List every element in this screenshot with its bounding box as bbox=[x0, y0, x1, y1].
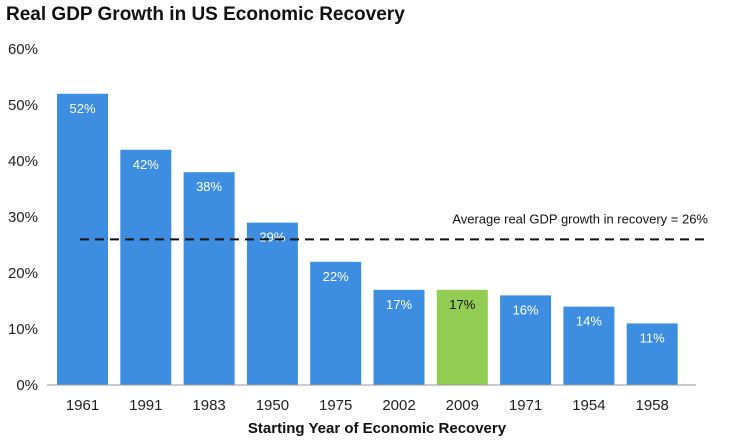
y-tick-label: 50% bbox=[8, 97, 38, 114]
x-axis-title: Starting Year of Economic Recovery bbox=[248, 420, 507, 437]
x-axis: 1961 1991 1983 1950 1975 2002 2009 1971 1954 1958 bbox=[47, 384, 696, 414]
y-tick-label: 60% bbox=[8, 41, 38, 58]
bar-data-label: 17% bbox=[386, 297, 412, 312]
bar-data-label: 22% bbox=[323, 269, 349, 284]
bar bbox=[626, 323, 678, 385]
bar bbox=[183, 172, 235, 385]
x-tick-label: 1950 bbox=[256, 397, 289, 414]
bar-data-label: 14% bbox=[576, 314, 602, 329]
x-tick-label: 2002 bbox=[382, 397, 415, 414]
y-axis: 0% 10% 20% 30% 40% 50% 60% bbox=[8, 41, 38, 394]
x-tick-label: 1954 bbox=[572, 397, 605, 414]
bar-data-label: 52% bbox=[69, 101, 95, 116]
bar bbox=[310, 261, 362, 385]
bar-data-label: 11% bbox=[640, 330, 665, 345]
y-tick-label: 40% bbox=[8, 153, 38, 170]
bar bbox=[563, 306, 615, 385]
y-tick-label: 20% bbox=[8, 265, 38, 282]
bars: 52% 42% 38% 29% 22% 17% 17% 16% 14% 11% bbox=[57, 93, 678, 386]
bar bbox=[500, 295, 552, 385]
y-tick-label: 0% bbox=[16, 377, 38, 394]
x-tick-label: 1971 bbox=[509, 397, 542, 414]
x-tick-label: 1958 bbox=[636, 397, 669, 414]
bar-data-label: 38% bbox=[196, 179, 222, 194]
average-reference-label: Average real GDP growth in recovery = 26… bbox=[452, 211, 708, 226]
x-tick-label: 1961 bbox=[66, 397, 99, 414]
x-tick-label: 2009 bbox=[446, 397, 479, 414]
bar-data-label: 16% bbox=[513, 302, 539, 317]
bar bbox=[246, 222, 298, 385]
x-tick-label: 1991 bbox=[129, 397, 162, 414]
x-tick-label: 1975 bbox=[319, 397, 352, 414]
bar bbox=[120, 149, 172, 385]
y-tick-label: 10% bbox=[8, 321, 38, 338]
reference-line-group: Average real GDP growth in recovery = 26… bbox=[80, 211, 708, 241]
bar-data-label: 17% bbox=[449, 297, 475, 312]
bar bbox=[373, 289, 425, 385]
bar-data-label: 29% bbox=[259, 230, 285, 245]
bar bbox=[436, 289, 488, 385]
bar-data-label: 42% bbox=[133, 157, 159, 172]
x-tick-label: 1983 bbox=[192, 397, 225, 414]
y-tick-label: 30% bbox=[8, 209, 38, 226]
chart-title: Real GDP Growth in US Economic Recovery bbox=[6, 4, 405, 25]
